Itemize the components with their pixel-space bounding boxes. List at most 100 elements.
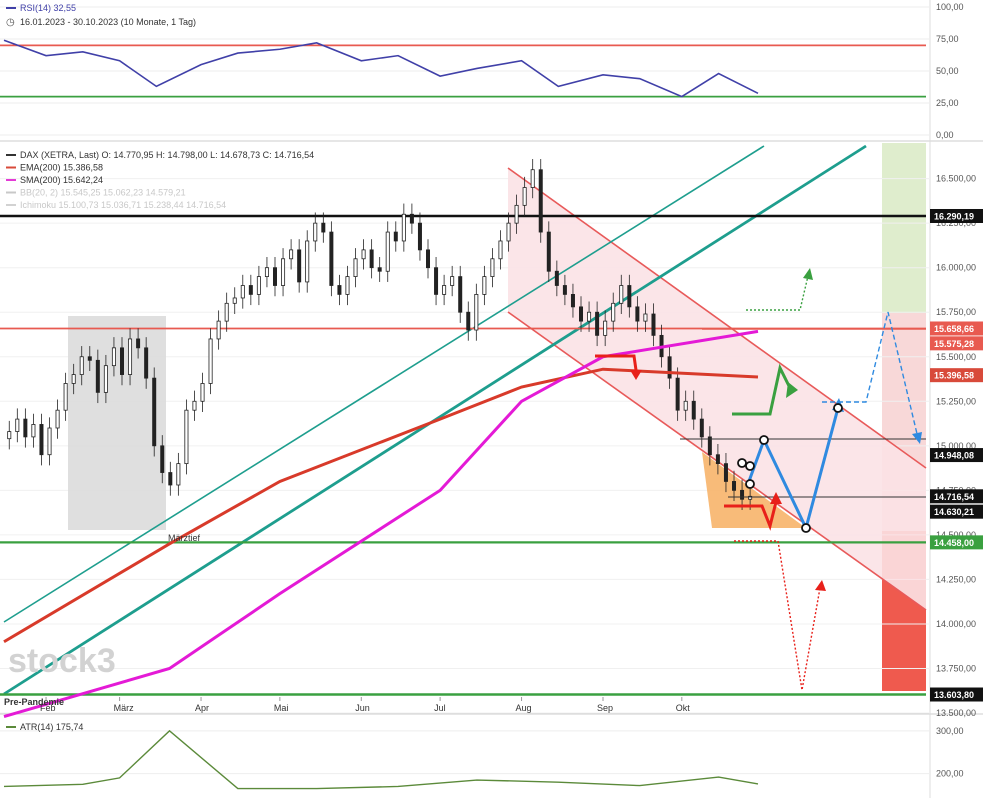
- candle-body: [611, 302, 616, 322]
- price-tick-label: 13.500,00: [936, 708, 976, 718]
- orange-wedge: [702, 452, 806, 528]
- level-label-text: 15.658,66: [934, 324, 974, 334]
- candle-body: [297, 249, 302, 283]
- candle-body: [667, 356, 672, 379]
- candle-body: [95, 359, 100, 393]
- level-label-bg: [930, 321, 983, 336]
- watermark: stock3: [8, 642, 116, 680]
- price-tick-label: 14.000,00: [936, 619, 976, 629]
- level-label-text: 14.458,00: [934, 538, 974, 548]
- consolidation-box: [68, 316, 166, 530]
- candle-body: [345, 276, 350, 295]
- candle-body: [748, 495, 753, 500]
- candle-body: [546, 231, 551, 272]
- red-path-arrow: [595, 354, 638, 371]
- ema-line: [3, 367, 759, 644]
- atr-tick-label: 200,00: [936, 769, 964, 779]
- candle-body: [498, 240, 503, 260]
- candle-body: [409, 213, 414, 224]
- candle-body: [168, 472, 173, 486]
- candle-body: [691, 400, 696, 420]
- level-label-bg: [930, 448, 983, 463]
- candle-body: [313, 222, 318, 242]
- candle-body: [152, 377, 157, 447]
- candle-body: [466, 311, 471, 331]
- candle-body: [426, 249, 431, 269]
- price-tick-label: 16.250,00: [936, 218, 976, 228]
- price-tick-label: 15.500,00: [936, 352, 976, 362]
- candle-body: [337, 285, 342, 295]
- candle-body: [144, 347, 149, 379]
- candle-body: [595, 311, 600, 336]
- pre-pandemie-label: Pre-Pandemie: [4, 697, 64, 707]
- marker-3: [745, 479, 755, 489]
- x-axis-label: Jun: [355, 703, 370, 713]
- candle-body: [683, 400, 688, 411]
- price-tick-label: 15.250,00: [936, 396, 976, 406]
- rsi-title: RSI(14) 32,55: [20, 3, 76, 13]
- candle-body: [7, 431, 12, 440]
- candle-body: [579, 306, 584, 322]
- x-axis-label: Sep: [597, 703, 613, 713]
- level-label-bg: [930, 535, 983, 550]
- candle-body: [289, 249, 294, 260]
- candle-body: [128, 338, 133, 375]
- price-legend-text: Ichimoku 15.100,73 15.036,71 15.238,44 1…: [20, 200, 226, 210]
- marker-1: [737, 458, 747, 468]
- green-path-arrow: [732, 363, 794, 416]
- candle-body: [675, 377, 680, 411]
- candle-body: [707, 436, 712, 456]
- candle-body: [538, 169, 543, 233]
- candle-body: [329, 231, 334, 286]
- marker-4: [759, 435, 769, 445]
- candle-body: [377, 267, 382, 272]
- green-dotted-arrow: [746, 275, 809, 311]
- candle-body: [281, 258, 286, 286]
- candle-body: [240, 285, 245, 299]
- candle-body: [723, 463, 728, 482]
- red-arrowhead-2: [770, 492, 782, 504]
- candle-body: [417, 222, 422, 251]
- candle-body: [603, 320, 608, 336]
- candle-body: [361, 249, 366, 260]
- green-zone: [882, 143, 926, 313]
- candle-body: [119, 347, 124, 375]
- candle-body: [184, 409, 189, 465]
- candle-body: [635, 306, 640, 322]
- level-label-bg: [930, 368, 983, 383]
- level-label-bg: [930, 687, 983, 702]
- candle-body: [192, 400, 197, 411]
- x-axis-label: Jul: [434, 703, 446, 713]
- candle-body: [530, 169, 535, 188]
- candle-body: [15, 418, 20, 432]
- candle-body: [200, 383, 205, 402]
- blue-dashed-arrowhead: [912, 432, 922, 444]
- price-tick-label: 16.500,00: [936, 174, 976, 184]
- level-label-text: 16.290,19: [934, 211, 974, 221]
- candle-body: [264, 267, 269, 277]
- candle-body: [353, 258, 358, 277]
- rsi-grid: 100,00 75,00 50,00 25,00 0,00: [0, 2, 964, 140]
- rsi-range-text: 16.01.2023 - 30.10.2023 (10 Monate, 1 Ta…: [20, 17, 196, 27]
- blue-path: [746, 407, 840, 533]
- candle-body: [740, 489, 745, 500]
- candle-body: [321, 222, 326, 233]
- candle-body: [103, 365, 108, 393]
- level-label-bg: [930, 504, 983, 519]
- candle-body: [506, 222, 511, 242]
- candle-body: [458, 276, 463, 313]
- candle-body: [55, 409, 60, 429]
- rsi-tick-label: 50,00: [936, 66, 959, 76]
- level-label-text: 15.575,28: [934, 339, 974, 349]
- channel-upper-line: [507, 167, 927, 469]
- price-legend-text: SMA(200) 15.642,24: [20, 175, 103, 185]
- blue-dashed-path: [822, 311, 919, 439]
- candle-body: [450, 276, 455, 286]
- candle-body: [562, 285, 567, 295]
- candle-body: [715, 454, 720, 465]
- marker-5: [801, 523, 811, 533]
- candle-body: [643, 313, 648, 322]
- candle-body: [619, 285, 624, 304]
- marker-6: [833, 403, 843, 413]
- candle-body: [369, 249, 374, 269]
